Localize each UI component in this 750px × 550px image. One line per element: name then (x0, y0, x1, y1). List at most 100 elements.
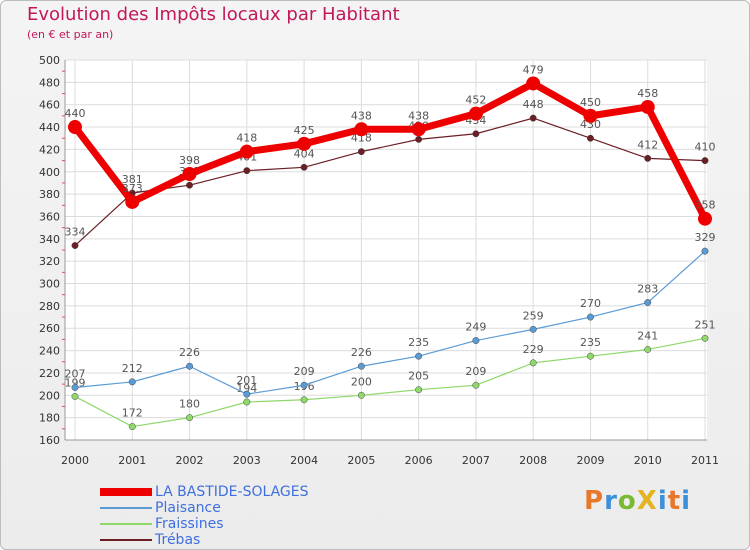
series-line-fraissines (74, 337, 706, 428)
data-label-plaisance-2008: 259 (523, 309, 544, 322)
data-label-la-bastide-solages-2001: 373 (122, 182, 143, 195)
data-label-plaisance-2002: 226 (179, 346, 200, 359)
data-label-tr-bas-2000: 334 (65, 226, 86, 239)
data-label-la-bastide-solages-2011: 358 (695, 199, 716, 212)
point-la-bastide-solages-2006 (411, 122, 426, 137)
data-label-tr-bas-2004: 404 (294, 147, 315, 160)
legend-label-trebas: Trébas (155, 532, 201, 548)
legend-swatch-la-bastide-solages (100, 488, 152, 496)
x-tick-label-2008: 2008 (519, 454, 547, 467)
y-tick-label-240: 240 (39, 345, 60, 358)
point-tr-bas-2010 (644, 154, 652, 162)
point-fraissines-2002 (186, 414, 193, 422)
point-fraissines-2008 (529, 359, 537, 367)
data-label-tr-bas-2011: 410 (695, 141, 716, 154)
x-tick-label-2003: 2003 (233, 454, 261, 467)
point-fraissines-2000 (71, 392, 79, 400)
proxiti-logo: ProXiti (584, 486, 692, 516)
y-tick-label-280: 280 (39, 300, 60, 313)
point-plaisance-2003 (243, 390, 251, 398)
chart-title: Evolution des Impôts locaux par Habitant (27, 4, 400, 25)
data-label-la-bastide-solages-2009: 450 (580, 96, 601, 109)
point-fraissines-2004 (300, 396, 308, 404)
data-label-tr-bas-2010: 412 (637, 138, 658, 151)
data-label-la-bastide-solages-2006: 438 (408, 109, 429, 122)
data-label-la-bastide-solages-2005: 438 (351, 109, 372, 122)
x-tick-label-2009: 2009 (576, 454, 604, 467)
chart-subtitle: (en € et par an) (27, 28, 114, 41)
point-la-bastide-solages-2001 (125, 194, 140, 209)
point-fraissines-2006 (415, 386, 423, 394)
x-tick-label-2005: 2005 (347, 454, 375, 467)
data-label-plaisance-2003: 201 (236, 374, 257, 387)
point-fraissines-2011 (701, 334, 709, 342)
data-label-plaisance-2001: 212 (122, 362, 143, 375)
point-la-bastide-solages-2009 (583, 108, 598, 123)
y-tick-label-340: 340 (39, 233, 60, 246)
point-tr-bas-2007 (472, 130, 480, 138)
data-label-plaisance-2004: 209 (294, 365, 315, 378)
y-tick-label-500: 500 (39, 54, 60, 67)
data-label-fraissines-2005: 200 (351, 375, 372, 388)
series-line-la-bastide-solages (72, 79, 709, 221)
y-tick-label-400: 400 (39, 166, 60, 179)
legend-label-la-bastide-solages: LA BASTIDE-SOLAGES (155, 484, 309, 500)
data-label-plaisance-2006: 235 (408, 336, 429, 349)
data-label-tr-bas-2005: 418 (351, 132, 372, 145)
legend-swatch-plaisance (100, 507, 152, 509)
point-la-bastide-solages-2002 (182, 167, 197, 181)
data-label-fraissines-2000: 199 (65, 376, 86, 389)
plot-area (65, 60, 707, 440)
legend-label-plaisance: Plaisance (155, 500, 221, 516)
point-fraissines-2007 (472, 381, 480, 389)
data-label-fraissines-2001: 172 (122, 407, 143, 420)
legend-swatch-fraissines (100, 523, 152, 525)
point-fraissines-2001 (128, 423, 136, 431)
point-tr-bas-2006 (415, 135, 423, 143)
data-label-plaisance-2009: 270 (580, 297, 601, 310)
point-la-bastide-solages-2003 (239, 144, 254, 159)
x-tick-label-2006: 2006 (405, 454, 433, 467)
point-tr-bas-2002 (186, 181, 193, 189)
y-tick-label-360: 360 (39, 210, 60, 223)
point-tr-bas-2003 (243, 167, 251, 175)
x-tick-label-2002: 2002 (176, 454, 204, 467)
point-plaisance-2001 (128, 378, 136, 386)
legend-label-fraissines: Fraissines (155, 516, 224, 532)
y-tick-label-260: 260 (39, 322, 60, 335)
y-tick-label-480: 480 (39, 76, 60, 89)
data-label-fraissines-2002: 180 (179, 398, 200, 411)
data-label-plaisance-2007: 249 (465, 321, 486, 334)
y-tick-label-380: 380 (39, 188, 60, 201)
data-label-fraissines-2006: 205 (408, 370, 429, 383)
data-label-fraissines-2011: 251 (695, 318, 716, 331)
point-la-bastide-solages-2008 (526, 76, 541, 91)
x-tick-label-2010: 2010 (634, 454, 662, 467)
point-tr-bas-2004 (300, 163, 308, 171)
data-label-fraissines-2009: 235 (580, 336, 601, 349)
y-tick-label-160: 160 (39, 434, 60, 447)
point-plaisance-2006 (415, 352, 423, 360)
point-fraissines-2010 (644, 346, 652, 353)
data-label-la-bastide-solages-2008: 479 (523, 63, 544, 76)
y-tick-label-220: 220 (39, 367, 60, 380)
point-tr-bas-2000 (71, 242, 79, 249)
x-tick-label-2000: 2000 (61, 454, 89, 467)
y-tick-label-460: 460 (39, 99, 60, 112)
point-plaisance-2002 (186, 362, 193, 370)
data-label-la-bastide-solages-2003: 418 (236, 132, 257, 145)
data-label-plaisance-2011: 329 (695, 231, 716, 244)
point-la-bastide-solages-2007 (468, 106, 483, 121)
point-plaisance-2000 (71, 384, 79, 391)
y-tick-label-440: 440 (39, 121, 60, 134)
y-tick-label-320: 320 (39, 255, 60, 268)
x-tick-label-2011: 2011 (691, 454, 719, 467)
data-label-fraissines-2010: 241 (637, 329, 658, 342)
y-tick-label-300: 300 (39, 278, 60, 291)
point-plaisance-2004 (300, 381, 308, 389)
y-tick-label-180: 180 (39, 412, 60, 425)
data-label-la-bastide-solages-2000: 440 (65, 107, 86, 120)
point-fraissines-2009 (587, 352, 594, 360)
point-fraissines-2003 (243, 398, 251, 406)
